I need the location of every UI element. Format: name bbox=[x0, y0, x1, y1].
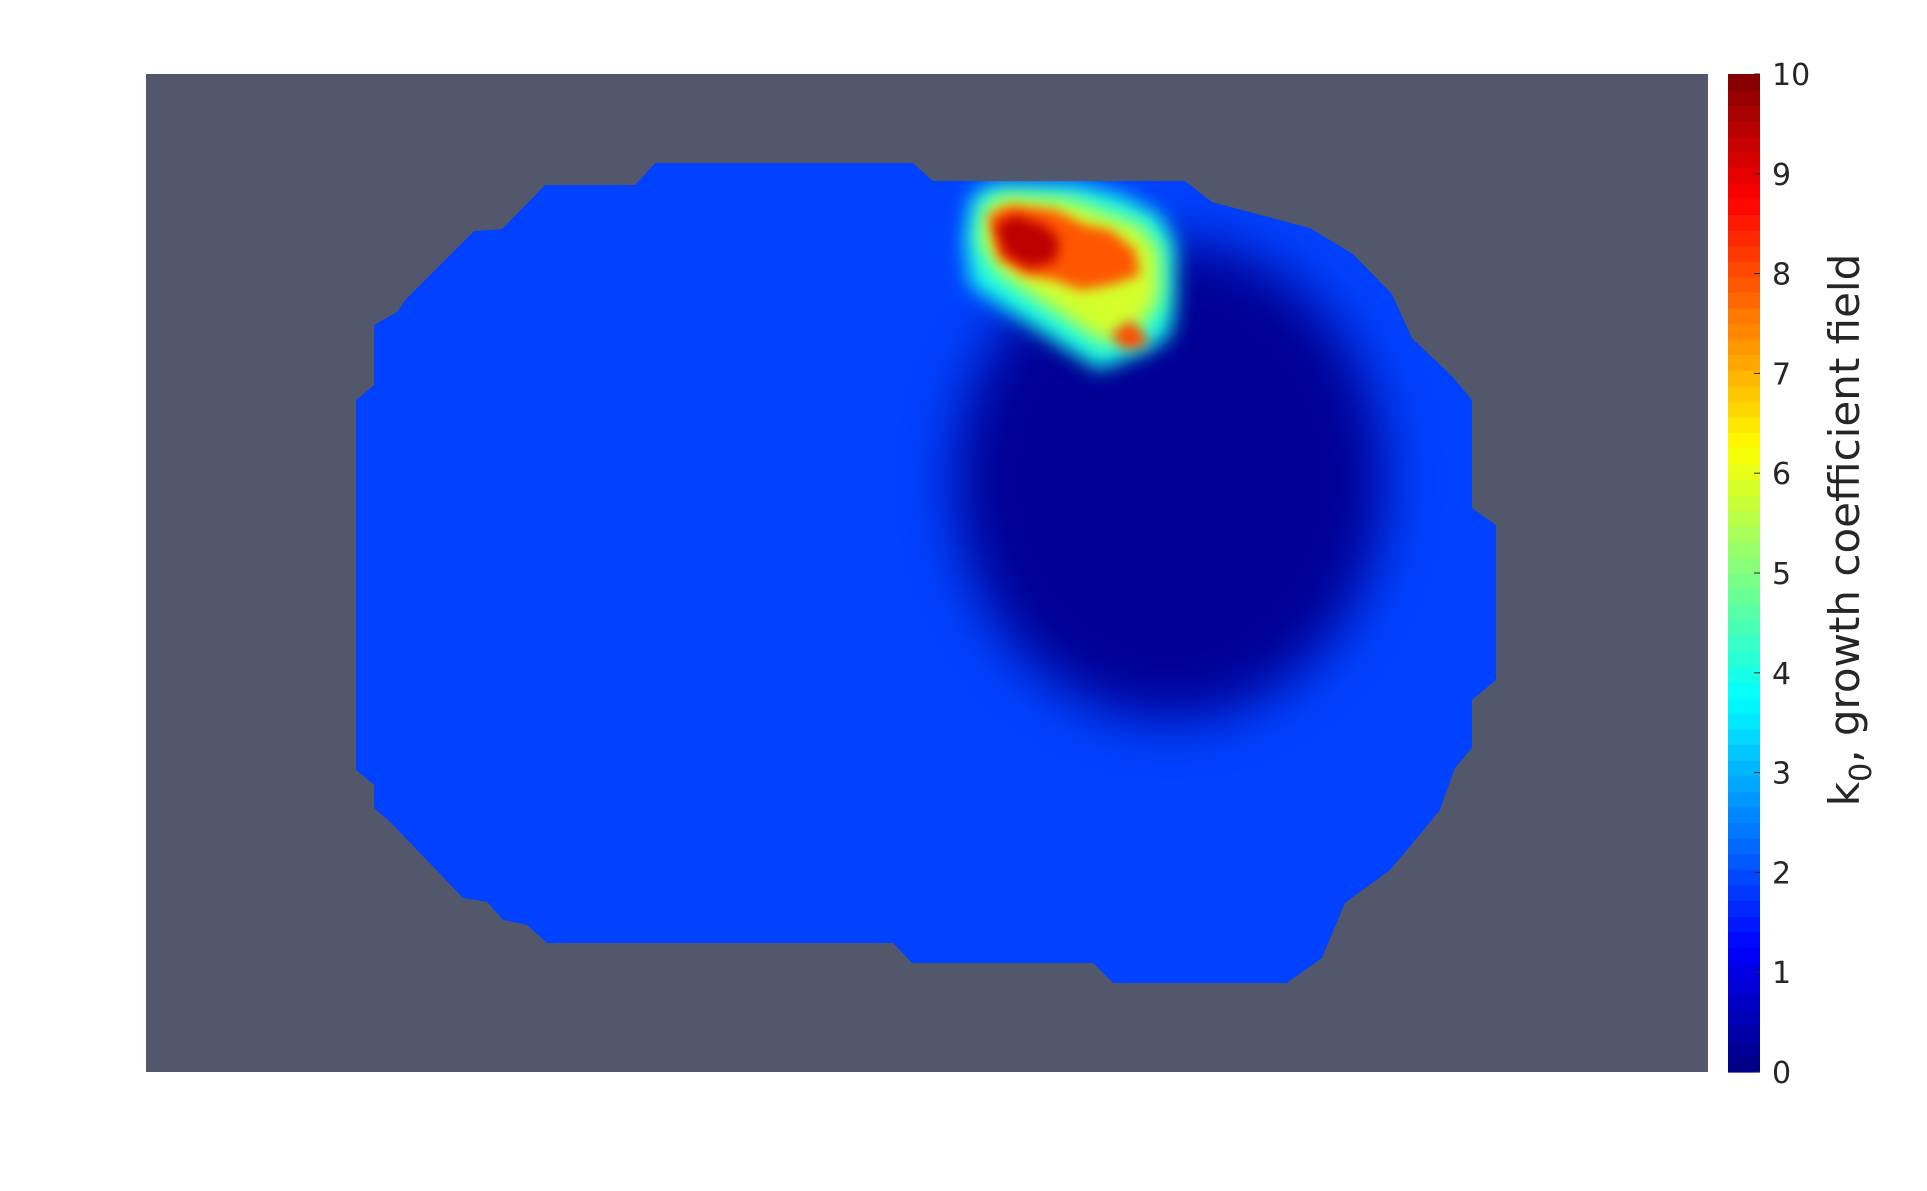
colorbar-label-main: k bbox=[1820, 781, 1869, 806]
colorbar-band bbox=[1728, 962, 1760, 980]
colorbar-band bbox=[1728, 853, 1760, 870]
colorbar-band bbox=[1728, 682, 1760, 699]
colorbar-band bbox=[1728, 650, 1760, 668]
colorbar-band bbox=[1728, 884, 1760, 902]
colorbar-band bbox=[1728, 791, 1760, 808]
colorbar-band bbox=[1728, 167, 1760, 184]
colorbar-label-rest: , growth coefficient field bbox=[1820, 254, 1869, 763]
colorbar-band bbox=[1728, 978, 1760, 995]
colorbar-band bbox=[1728, 74, 1760, 91]
colorbar-band bbox=[1728, 916, 1760, 933]
colorbar-band bbox=[1728, 510, 1760, 527]
colorbar-tick-label: 5 bbox=[1772, 557, 1791, 592]
colorbar-band bbox=[1728, 105, 1760, 122]
colorbar-label-subscript: 0 bbox=[1844, 763, 1879, 782]
colorbar-band bbox=[1728, 573, 1760, 590]
colorbar-band bbox=[1728, 728, 1760, 746]
colorbar-band bbox=[1728, 697, 1760, 714]
colorbar-band bbox=[1728, 947, 1760, 964]
colorbar-band bbox=[1728, 198, 1760, 215]
colorbar-band bbox=[1728, 261, 1760, 278]
colorbar-gradient bbox=[1728, 74, 1760, 1073]
colorbar-band bbox=[1728, 120, 1760, 137]
hotspot-peak bbox=[995, 215, 1060, 268]
colorbar-band bbox=[1728, 744, 1760, 761]
colorbar-band bbox=[1728, 401, 1760, 418]
colorbar-band bbox=[1728, 604, 1760, 621]
colorbar-tick-label: 3 bbox=[1772, 757, 1791, 792]
colorbar-band bbox=[1728, 931, 1760, 948]
colorbar-band bbox=[1728, 448, 1760, 465]
colorbar-band bbox=[1728, 307, 1760, 325]
colorbar-band bbox=[1728, 557, 1760, 574]
colorbar-band bbox=[1728, 89, 1760, 106]
colorbar-band bbox=[1728, 151, 1760, 169]
colorbar-tick-label: 7 bbox=[1772, 357, 1791, 392]
colorbar-band bbox=[1728, 838, 1760, 855]
colorbar-band bbox=[1728, 183, 1760, 200]
colorbar-band bbox=[1728, 526, 1760, 543]
colorbar-band bbox=[1728, 495, 1760, 512]
colorbar-band bbox=[1728, 900, 1760, 917]
colorbar-tick-label: 1 bbox=[1772, 956, 1791, 991]
field-layer bbox=[356, 163, 1496, 983]
colorbar-band bbox=[1728, 760, 1760, 777]
colorbar-band bbox=[1728, 994, 1760, 1011]
colorbar-tick-label: 10 bbox=[1772, 58, 1810, 93]
colorbar-band bbox=[1728, 385, 1760, 403]
colorbar-band bbox=[1728, 229, 1760, 247]
colorbar-band bbox=[1728, 1009, 1760, 1026]
secondary-hotspot bbox=[1110, 320, 1148, 350]
colorbar-ticks: 0 1 2 3 4 5 6 7 8 9 10 bbox=[1754, 58, 1810, 1091]
colorbar-band bbox=[1728, 479, 1760, 496]
colorbar-tick-label: 6 bbox=[1772, 457, 1791, 492]
colorbar-band bbox=[1728, 276, 1760, 293]
colorbar-band bbox=[1728, 713, 1760, 730]
colorbar-band bbox=[1728, 806, 1760, 824]
colorbar-band bbox=[1728, 635, 1760, 652]
colorbar-band bbox=[1728, 1040, 1760, 1057]
colorbar-band bbox=[1728, 588, 1760, 605]
colorbar-tick-label: 9 bbox=[1772, 158, 1791, 193]
colorbar-band bbox=[1728, 214, 1760, 231]
colorbar-label: k0, growth coefficient field bbox=[1820, 254, 1879, 807]
hotspot-region bbox=[965, 185, 1175, 370]
low-value-region bbox=[955, 240, 1385, 720]
colorbar-band bbox=[1728, 619, 1760, 636]
colorbar-tick-label: 8 bbox=[1772, 258, 1791, 293]
colorbar-band bbox=[1728, 775, 1760, 792]
colorbar-band bbox=[1728, 541, 1760, 558]
colorbar-band bbox=[1728, 323, 1760, 340]
colorbar-band bbox=[1728, 1056, 1760, 1073]
colorbar-tick-label: 0 bbox=[1772, 1056, 1791, 1091]
colorbar-band bbox=[1728, 1025, 1760, 1042]
colorbar-tick-label: 4 bbox=[1772, 657, 1791, 692]
colorbar-band bbox=[1728, 245, 1760, 262]
colorbar-band bbox=[1728, 292, 1760, 309]
colorbar-band bbox=[1728, 354, 1760, 371]
colorbar-band bbox=[1728, 432, 1760, 449]
colorbar-band bbox=[1728, 666, 1760, 683]
colorbar-band bbox=[1728, 463, 1760, 481]
colorbar-band bbox=[1728, 822, 1760, 839]
colorbar-band bbox=[1728, 417, 1760, 434]
colorbar-band bbox=[1728, 136, 1760, 153]
colorbar-band bbox=[1728, 869, 1760, 886]
colorbar-band bbox=[1728, 370, 1760, 387]
colorbar-tick-label: 2 bbox=[1772, 856, 1791, 891]
colorbar-band bbox=[1728, 339, 1760, 356]
